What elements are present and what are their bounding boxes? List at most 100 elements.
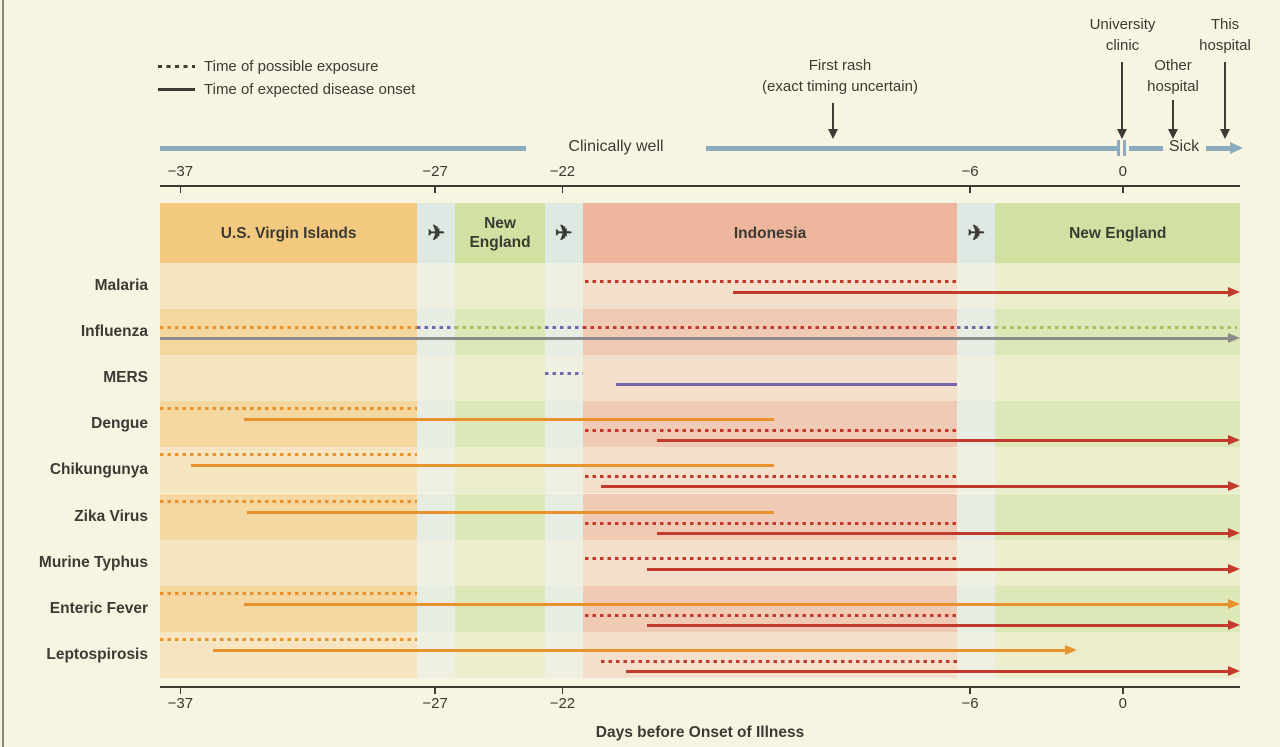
university-clinic-arrowhead-icon	[1117, 129, 1127, 139]
x-axis-title: Days before Onset of Illness	[595, 724, 805, 741]
travel-column-cell	[957, 263, 996, 310]
timeline-arrowhead-icon	[1230, 141, 1243, 154]
timeline-segment	[1206, 145, 1231, 151]
travel-band: ✈	[957, 203, 996, 263]
row-label-zika-virus: Zika Virus	[74, 507, 148, 525]
travel-column-cell	[417, 539, 456, 586]
new-england-column-cell	[455, 539, 545, 586]
annotation-this-hospital-line2: hospital	[1199, 37, 1251, 54]
bottom-axis-tick-label: −6	[961, 695, 979, 712]
dengue-orange-dashed-line	[160, 407, 418, 411]
dengue-red-dashed-line	[585, 429, 958, 433]
murine-typhus-red-dashed-line	[585, 556, 958, 560]
location-label: New England	[469, 215, 531, 251]
plane-icon: ✈	[967, 221, 986, 245]
travel-column-cell	[417, 447, 456, 494]
new-england-column-cell	[455, 447, 545, 494]
influenza-green-dashed-line	[995, 326, 1238, 330]
zika-virus-orange-solid-line	[246, 510, 774, 514]
leptospirosis-orange-dashed-line	[160, 637, 418, 641]
row-label-leptospirosis: Leptospirosis	[46, 645, 148, 663]
influenza-purple-dashed-line	[417, 326, 456, 330]
annotation-first-rash: First rash (exact timing uncertain)	[690, 55, 990, 97]
enteric-fever-red-arrowhead-icon	[1228, 619, 1240, 630]
zika-virus-red-arrowhead-icon	[1228, 527, 1240, 538]
zika-virus-orange-dashed-line	[160, 499, 418, 503]
malaria-red-arrowhead-icon	[1228, 287, 1240, 297]
location-label: Indonesia	[733, 224, 807, 242]
location-label: New England	[1069, 224, 1167, 242]
top-axis-tick	[179, 185, 182, 193]
legend-dashed-label: Time of possible exposure	[204, 58, 379, 75]
other-hospital-arrowhead-icon	[1168, 129, 1178, 139]
new-england-column-cell	[995, 309, 1240, 356]
timeline-segment	[706, 145, 1117, 151]
location-band-new-england: New England	[995, 203, 1240, 263]
annotation-other-hospital: Other hospital	[1110, 55, 1236, 97]
influenza-orange-dashed-line	[160, 326, 418, 330]
enteric-fever-orange-solid-line	[244, 602, 1229, 606]
travel-column-cell	[544, 309, 583, 356]
travel-column-cell	[417, 401, 456, 448]
bottom-axis-line	[160, 686, 1240, 688]
annotation-first-rash-line2: (exact timing uncertain)	[762, 78, 918, 95]
row-label-malaria: Malaria	[94, 277, 148, 295]
new-england-column-cell	[995, 539, 1240, 586]
legend-solid-label: Time of expected disease onset	[204, 81, 416, 98]
timeline-sick-label: Sick	[1168, 138, 1200, 155]
travel-column-cell	[417, 631, 456, 678]
zika-virus-red-solid-line	[656, 531, 1229, 535]
bottom-axis-tick-label: 0	[1118, 695, 1127, 712]
top-axis-tick	[561, 185, 564, 193]
other-hospital-arrow	[1172, 100, 1174, 130]
travel-column-cell	[544, 631, 583, 678]
leptospirosis-red-arrowhead-icon	[1228, 665, 1240, 676]
dengue-red-arrowhead-icon	[1228, 435, 1240, 446]
indonesia-column-cell	[582, 355, 958, 402]
annotation-first-rash-line1: First rash	[808, 57, 872, 74]
this-hospital-arrowhead-icon	[1220, 129, 1230, 139]
annotation-other-hospital-line1: Other	[1154, 57, 1192, 74]
travel-column-cell	[417, 263, 456, 310]
timeline-break-mark	[1117, 140, 1120, 156]
left-border-line	[2, 0, 4, 747]
influenza-red-dashed-line	[582, 326, 958, 330]
legend-row-onset: Time of expected disease onset	[158, 78, 415, 101]
mers-purple-dashed-line	[544, 372, 583, 376]
new-england-column-cell	[455, 263, 545, 310]
dengue-orange-solid-line	[244, 418, 774, 422]
travel-column-cell	[544, 447, 583, 494]
legend-row-exposure: Time of possible exposure	[158, 55, 415, 78]
new-england-column-cell	[455, 309, 545, 356]
row-label-chikungunya: Chikungunya	[49, 461, 148, 479]
malaria-red-solid-line	[733, 291, 1229, 294]
u-s-virgin-islands-column-cell	[160, 263, 418, 310]
plane-icon: ✈	[554, 221, 573, 245]
row-label-murine-typhus: Murine Typhus	[38, 553, 148, 571]
u-s-virgin-islands-column-cell	[160, 309, 418, 356]
enteric-fever-red-dashed-line	[585, 613, 958, 617]
travel-column-cell	[957, 355, 996, 402]
u-s-virgin-islands-column-cell	[160, 539, 418, 586]
travel-column-cell	[544, 263, 583, 310]
enteric-fever-orange-dashed-line	[160, 591, 418, 595]
bottom-axis-tick	[1122, 686, 1124, 694]
annotation-university-clinic-line1: University	[1089, 16, 1156, 33]
chikungunya-red-solid-line	[600, 485, 1229, 489]
location-band-indonesia: Indonesia	[582, 203, 958, 263]
annotation-university-clinic-line2: clinic	[1105, 37, 1140, 54]
new-england-column-cell	[455, 401, 545, 448]
chikungunya-orange-dashed-line	[160, 453, 418, 457]
bottom-axis-tick	[561, 686, 564, 694]
travel-column-cell	[957, 539, 996, 586]
timeline-well-label: Clinically well	[568, 138, 664, 155]
influenza-purple-dashed-line	[544, 326, 583, 330]
new-england-column-cell	[995, 263, 1240, 310]
top-axis-tick	[969, 185, 971, 193]
enteric-fever-orange-arrowhead-icon	[1228, 598, 1240, 609]
travel-column-cell	[544, 355, 583, 402]
dengue-red-solid-line	[656, 439, 1229, 443]
bottom-axis-tick	[969, 686, 971, 694]
